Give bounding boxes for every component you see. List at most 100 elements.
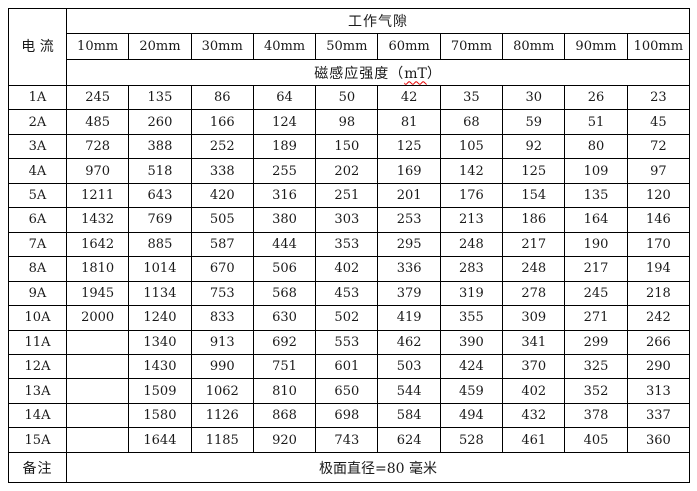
value-cell: 166 xyxy=(190,109,254,135)
value-cell: 1014 xyxy=(128,256,192,282)
gap-column-header: 60mm xyxy=(377,33,441,60)
current-cell: 9A xyxy=(8,280,67,307)
value-cell: 253 xyxy=(377,207,441,233)
table-row: 6A 1432 769 505 380 303 253 213 186 164 146 xyxy=(8,207,691,233)
value-cell: 98 xyxy=(315,109,379,135)
value-cell: 459 xyxy=(439,378,504,404)
value-cell: 30 xyxy=(502,84,566,111)
value-cell: 485 xyxy=(65,109,130,135)
value-cell: 728 xyxy=(65,133,130,160)
value-cell: 743 xyxy=(315,427,379,453)
value-cell: 51 xyxy=(564,109,628,135)
value-cell: 248 xyxy=(502,256,566,282)
value-cell: 502 xyxy=(315,305,379,331)
value-cell: 186 xyxy=(502,207,566,233)
value-cell: 45 xyxy=(626,109,691,135)
value-cell: 190 xyxy=(564,231,628,258)
value-cell: 154 xyxy=(502,182,566,209)
current-column-header: 电 流 xyxy=(8,8,67,86)
value-cell: 868 xyxy=(252,402,317,429)
value-cell: 1062 xyxy=(190,378,254,404)
value-cell: 176 xyxy=(439,182,504,209)
table-row: 3A 728 388 252 189 150 125 105 92 80 72 xyxy=(8,133,691,160)
value-cell: 432 xyxy=(502,402,566,429)
gap-column-header: 70mm xyxy=(439,33,504,60)
value-cell: 68 xyxy=(439,109,504,135)
value-cell: 86 xyxy=(190,84,254,111)
value-cell: 59 xyxy=(502,109,566,135)
value-cell: 568 xyxy=(252,280,317,307)
value-cell: 518 xyxy=(128,158,192,184)
value-cell: 338 xyxy=(190,158,254,184)
value-cell: 109 xyxy=(564,158,628,184)
remark-label: 备注 xyxy=(8,452,67,483)
value-cell: 336 xyxy=(377,256,441,282)
table-row: 5A 1211 643 420 316 251 201 176 154 135 120 xyxy=(8,182,691,209)
value-cell: 105 xyxy=(439,133,504,160)
value-cell: 810 xyxy=(252,378,317,404)
value-cell: 135 xyxy=(564,182,628,209)
value-cell: 503 xyxy=(377,353,441,380)
gap-column-header: 80mm xyxy=(502,33,566,60)
value-cell: 92 xyxy=(502,133,566,160)
value-cell: 352 xyxy=(564,378,628,404)
value-cell: 295 xyxy=(377,231,441,258)
current-cell: 4A xyxy=(8,158,67,184)
value-cell: 402 xyxy=(502,378,566,404)
value-cell: 120 xyxy=(626,182,691,209)
value-cell: 313 xyxy=(626,378,691,404)
value-cell: 1240 xyxy=(128,305,192,331)
value-cell: 194 xyxy=(626,256,691,282)
flux-label-suffix: ） xyxy=(426,65,442,82)
value-cell: 630 xyxy=(252,305,317,331)
value-cell: 970 xyxy=(65,158,130,184)
table-row: 12A 1430 990 751 601 503 424 370 325 290 xyxy=(8,353,691,380)
value-cell: 2000 xyxy=(65,305,130,331)
flux-density-header-row: 磁感应强度（mT） xyxy=(9,59,691,86)
value-cell: 698 xyxy=(315,402,379,429)
value-cell: 544 xyxy=(377,378,441,404)
current-cell: 6A xyxy=(8,207,67,233)
value-cell: 242 xyxy=(626,305,691,331)
value-cell: 316 xyxy=(252,182,317,209)
current-cell: 12A xyxy=(8,353,67,380)
value-cell: 309 xyxy=(502,305,566,331)
value-cell: 643 xyxy=(128,182,192,209)
value-cell: 283 xyxy=(439,256,504,282)
table-row: 10A 2000 1240 833 630 502 419 355 309 271 242 xyxy=(8,305,691,331)
value-cell: 1340 xyxy=(128,329,192,355)
gap-column-header: 30mm xyxy=(190,33,254,60)
table-row: 4A 970 518 338 255 202 169 142 125 109 97 xyxy=(8,158,691,184)
value-cell xyxy=(65,427,130,453)
value-cell: 72 xyxy=(626,133,691,160)
value-cell: 255 xyxy=(252,158,317,184)
value-cell: 325 xyxy=(564,353,628,380)
value-cell: 26 xyxy=(564,84,628,111)
value-cell: 1211 xyxy=(65,182,130,209)
gap-columns-row: 10mm 20mm 30mm 40mm 50mm 60mm 70mm 80mm 90mm 100m… xyxy=(9,33,691,60)
value-cell: 125 xyxy=(377,133,441,160)
value-cell: 42 xyxy=(377,84,441,111)
value-cell: 125 xyxy=(502,158,566,184)
value-cell: 444 xyxy=(252,231,317,258)
value-cell: 833 xyxy=(190,305,254,331)
flux-unit-spellcheck: mT xyxy=(404,65,427,82)
value-cell: 624 xyxy=(377,427,441,453)
value-cell: 353 xyxy=(315,231,379,258)
table-row: 9A 1945 1134 753 568 453 379 319 278 245 218 xyxy=(8,280,691,307)
current-cell: 15A xyxy=(8,427,67,453)
value-cell: 769 xyxy=(128,207,192,233)
value-cell: 420 xyxy=(190,182,254,209)
value-cell: 405 xyxy=(564,427,628,453)
value-cell: 650 xyxy=(315,378,379,404)
value-cell: 370 xyxy=(502,353,566,380)
value-cell: 81 xyxy=(377,109,441,135)
table-body: 1A 245 135 86 64 50 42 35 30 26 23 2A 485 260 166 124 98… xyxy=(8,84,691,453)
flux-density-table: 电 流 工作气隙 10mm 20mm 30mm 40mm 50mm 60mm 70mm 80m… xyxy=(8,8,691,483)
gap-column-header: 50mm xyxy=(315,33,379,60)
current-cell: 2A xyxy=(8,109,67,135)
value-cell xyxy=(65,378,130,404)
air-gap-header: 工作气隙 xyxy=(65,8,691,34)
value-cell: 913 xyxy=(190,329,254,355)
